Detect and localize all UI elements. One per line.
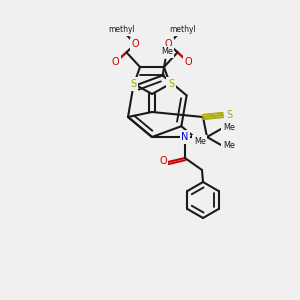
Text: O: O	[159, 156, 167, 166]
Text: S: S	[168, 79, 174, 89]
Text: methyl: methyl	[108, 25, 135, 34]
Text: Me: Me	[223, 124, 235, 133]
Text: Me: Me	[194, 137, 206, 146]
Text: O: O	[131, 39, 139, 49]
Text: O: O	[112, 58, 119, 68]
Text: N: N	[181, 132, 189, 142]
Text: O: O	[165, 39, 172, 49]
Text: O: O	[185, 58, 192, 68]
Text: Me: Me	[223, 142, 235, 151]
Text: methyl: methyl	[169, 25, 196, 34]
Text: Me: Me	[161, 47, 173, 56]
Text: S: S	[226, 110, 232, 120]
Text: S: S	[130, 79, 136, 89]
